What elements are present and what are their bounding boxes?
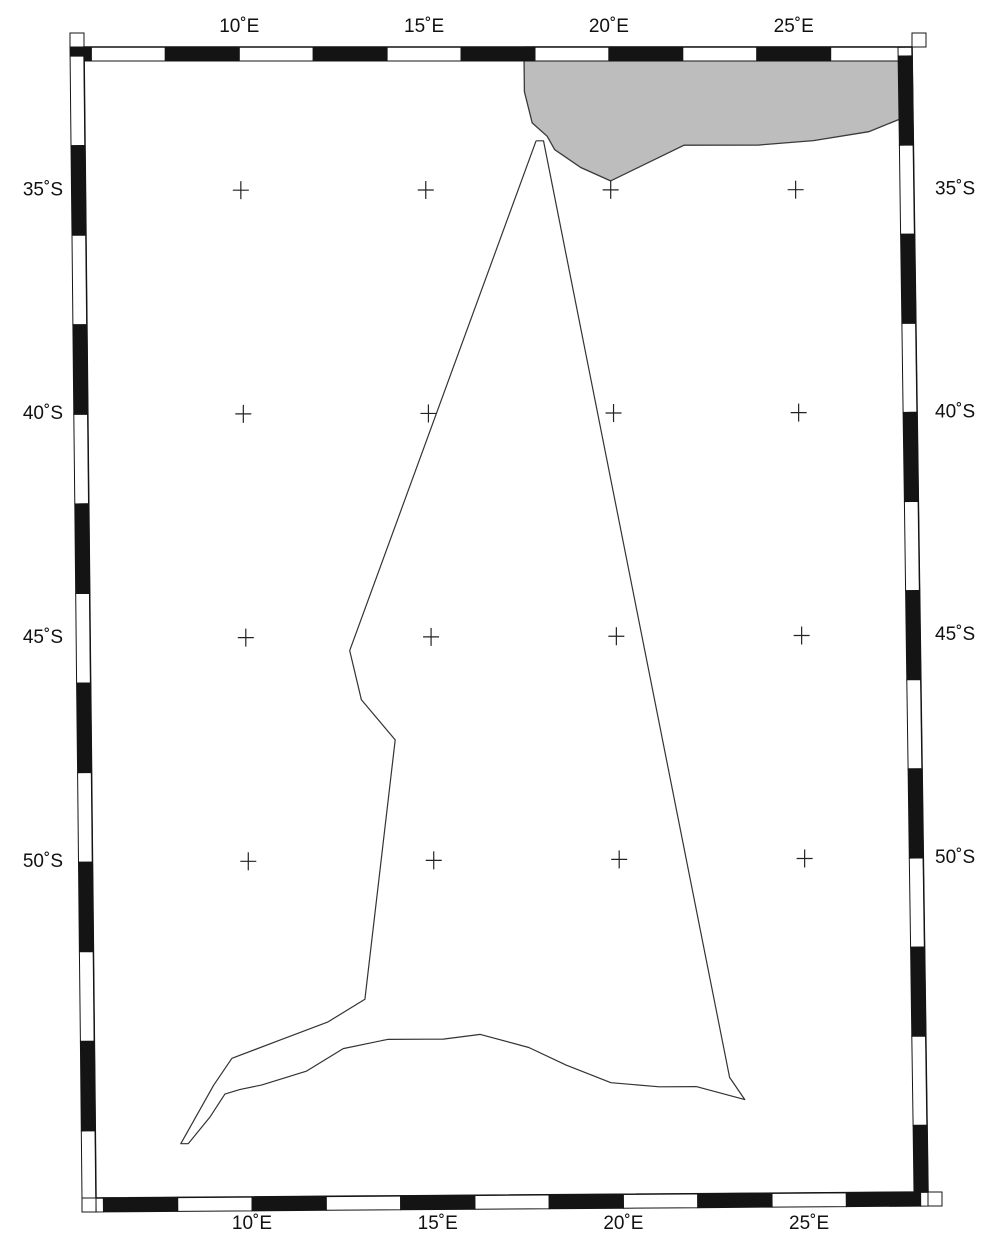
map-neatline [83, 46, 929, 1199]
bottom-lon-label: 20˚E [603, 1213, 643, 1234]
bottom-lon-label: 15˚E [418, 1213, 458, 1234]
frame-bottom-segment [920, 1191, 929, 1207]
frame-right-segment [898, 144, 916, 235]
frame-corner [69, 32, 85, 48]
frame-bottom-segment [177, 1196, 253, 1212]
frame-right-segment [906, 679, 923, 770]
right-lat-label: 40˚S [935, 401, 975, 422]
frame-left-segment [77, 861, 94, 953]
frame-bottom-segment [474, 1194, 550, 1210]
frame-right-segment [908, 857, 926, 948]
right-lat-label: 35˚S [935, 179, 975, 200]
frame-left-segment [71, 234, 88, 326]
frame-bottom-segment [622, 1193, 699, 1209]
frame-left-segment [76, 682, 93, 774]
frame-left-segment [72, 324, 89, 415]
frame-left-segment [69, 55, 86, 147]
frame-left-segment [80, 1130, 97, 1199]
frame-bottom-segment [845, 1191, 922, 1208]
frame-left-segment [74, 503, 91, 595]
land-area [523, 46, 914, 182]
frame-top-segment [756, 46, 832, 62]
frame-left-segment [70, 144, 87, 236]
frame-top-segment [460, 46, 536, 62]
frame-bottom-segment [771, 1192, 847, 1208]
frame-top-segment [164, 46, 240, 62]
frame-left-segment [79, 1040, 96, 1132]
left-lat-label: 50˚S [23, 851, 63, 872]
frame-bottom-segment [95, 1197, 105, 1213]
frame-corner [911, 32, 927, 48]
frame-top-segment [90, 46, 166, 62]
top-lon-label: 25˚E [774, 16, 814, 37]
frame-bottom-segment [251, 1195, 327, 1212]
frame-left-segment [77, 771, 94, 863]
top-lon-label: 15˚E [404, 16, 444, 37]
top-lon-label: 20˚E [589, 16, 629, 37]
map-frame [69, 32, 943, 1213]
frame-top-segment [682, 46, 758, 62]
frame-left-segment [75, 592, 92, 684]
frame-right-segment [910, 946, 927, 1037]
frame-right-segment [911, 1035, 928, 1126]
frame-left-segment [78, 951, 95, 1042]
right-lat-label: 50˚S [935, 847, 975, 868]
frame-corner [927, 1191, 943, 1207]
frame-bottom-segment [548, 1193, 625, 1210]
survey-track-line [180, 140, 746, 1145]
frame-top-segment [534, 46, 610, 62]
frame-bottom-segment [697, 1192, 773, 1209]
frame-top-segment [238, 46, 314, 62]
map-interior [180, 46, 914, 1145]
bottom-lon-label: 10˚E [232, 1213, 272, 1234]
frame-bottom-segment [102, 1196, 179, 1213]
frame-right-segment [900, 233, 917, 324]
frame-right-segment [912, 1124, 929, 1193]
frame-top-segment [312, 46, 388, 62]
left-lat-label: 35˚S [23, 179, 63, 200]
frame-right-segment [905, 589, 922, 681]
frame-bottom-segment [325, 1195, 402, 1211]
frame-bottom-segment [400, 1194, 476, 1211]
frame-right-segment [907, 768, 924, 859]
frame-right-segment [902, 411, 919, 503]
left-lat-label: 40˚S [23, 403, 63, 424]
top-lon-label: 10˚E [219, 16, 259, 37]
frame-right-segment [901, 322, 918, 414]
frame-top-segment [608, 46, 684, 62]
frame-top-segment [386, 46, 462, 62]
frame-right-segment [897, 46, 913, 57]
frame-right-segment [897, 55, 914, 146]
frame-top-segment [83, 46, 92, 62]
frame-left-segment [69, 46, 85, 57]
frame-left-segment [73, 413, 90, 505]
frame-top-segment [830, 46, 906, 62]
map-labels: 10˚E 15˚E 20˚E 25˚E 10˚E 15˚E 20˚E 25˚E 35˚S 40˚S… [23, 16, 975, 1234]
frame-corner [81, 1197, 97, 1213]
right-lat-label: 45˚S [935, 624, 975, 645]
frame-right-segment [903, 500, 921, 592]
bottom-lon-label: 25˚E [789, 1213, 829, 1234]
left-lat-label: 45˚S [23, 627, 63, 648]
